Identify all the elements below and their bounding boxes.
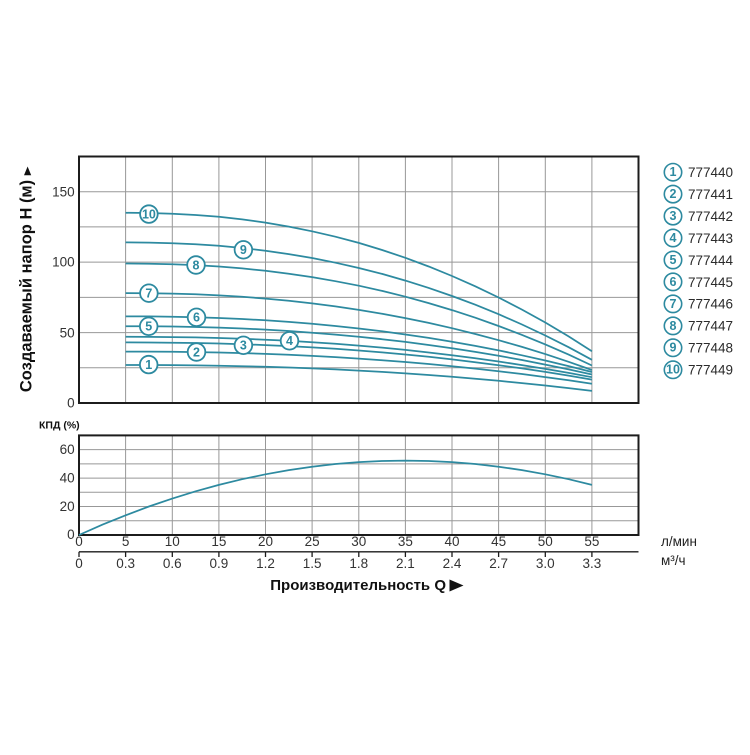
- svg-text:777446: 777446: [688, 297, 733, 312]
- svg-text:50: 50: [60, 326, 75, 341]
- svg-text:0: 0: [67, 527, 75, 542]
- svg-text:6: 6: [193, 311, 200, 325]
- svg-text:4: 4: [286, 334, 293, 348]
- svg-text:0: 0: [67, 395, 75, 410]
- svg-text:10: 10: [142, 208, 156, 222]
- svg-text:40: 40: [444, 534, 459, 549]
- svg-text:0.3: 0.3: [116, 556, 135, 571]
- svg-text:3: 3: [670, 209, 677, 223]
- svg-text:777440: 777440: [688, 165, 733, 180]
- svg-text:25: 25: [305, 534, 320, 549]
- svg-text:777443: 777443: [688, 231, 733, 246]
- svg-text:20: 20: [258, 534, 273, 549]
- svg-text:777447: 777447: [688, 319, 733, 334]
- svg-text:3.3: 3.3: [583, 556, 602, 571]
- svg-text:30: 30: [351, 534, 366, 549]
- svg-text:9: 9: [670, 341, 677, 355]
- svg-text:Создаваемый напор Н (м): Создаваемый напор Н (м): [18, 180, 36, 392]
- svg-text:6: 6: [670, 275, 677, 289]
- svg-text:777449: 777449: [688, 363, 733, 378]
- svg-text:1.8: 1.8: [349, 556, 368, 571]
- svg-text:10: 10: [666, 363, 680, 377]
- svg-text:55: 55: [584, 534, 599, 549]
- svg-text:1.5: 1.5: [303, 556, 322, 571]
- svg-text:1.2: 1.2: [256, 556, 275, 571]
- svg-text:777445: 777445: [688, 275, 733, 290]
- svg-text:5: 5: [670, 253, 677, 267]
- svg-text:10: 10: [165, 534, 180, 549]
- svg-text:1: 1: [145, 358, 152, 372]
- svg-text:35: 35: [398, 534, 413, 549]
- svg-text:100: 100: [52, 254, 75, 269]
- svg-text:50: 50: [538, 534, 553, 549]
- svg-text:20: 20: [60, 499, 75, 514]
- svg-text:2: 2: [670, 187, 677, 201]
- svg-text:0: 0: [75, 534, 83, 549]
- svg-text:7: 7: [670, 297, 677, 311]
- svg-text:5: 5: [122, 534, 130, 549]
- svg-text:777444: 777444: [688, 253, 734, 268]
- svg-text:0: 0: [75, 556, 83, 571]
- svg-text:777442: 777442: [688, 209, 733, 224]
- svg-text:КПД (%): КПД (%): [39, 420, 80, 432]
- svg-text:2.7: 2.7: [489, 556, 508, 571]
- svg-text:1: 1: [670, 165, 677, 179]
- svg-text:8: 8: [670, 319, 677, 333]
- svg-text:2: 2: [193, 345, 200, 359]
- svg-text:2.4: 2.4: [443, 556, 462, 571]
- svg-text:9: 9: [240, 243, 247, 257]
- svg-text:15: 15: [211, 534, 226, 549]
- svg-text:0.6: 0.6: [163, 556, 182, 571]
- svg-text:Производительность Q: Производительность Q: [270, 577, 446, 594]
- svg-text:45: 45: [491, 534, 506, 549]
- svg-text:3.0: 3.0: [536, 556, 555, 571]
- svg-text:м³/ч: м³/ч: [661, 553, 686, 568]
- svg-text:0.9: 0.9: [210, 556, 229, 571]
- svg-text:4: 4: [670, 231, 677, 245]
- svg-text:777448: 777448: [688, 341, 733, 356]
- svg-text:3: 3: [240, 339, 247, 353]
- svg-text:60: 60: [60, 442, 75, 457]
- svg-text:777441: 777441: [688, 187, 733, 202]
- svg-text:5: 5: [145, 320, 152, 334]
- svg-text:2.1: 2.1: [396, 556, 415, 571]
- svg-text:150: 150: [52, 185, 75, 200]
- svg-text:8: 8: [193, 258, 200, 272]
- svg-text:л/мин: л/мин: [661, 534, 697, 549]
- svg-text:40: 40: [60, 471, 75, 486]
- svg-text:7: 7: [145, 287, 152, 301]
